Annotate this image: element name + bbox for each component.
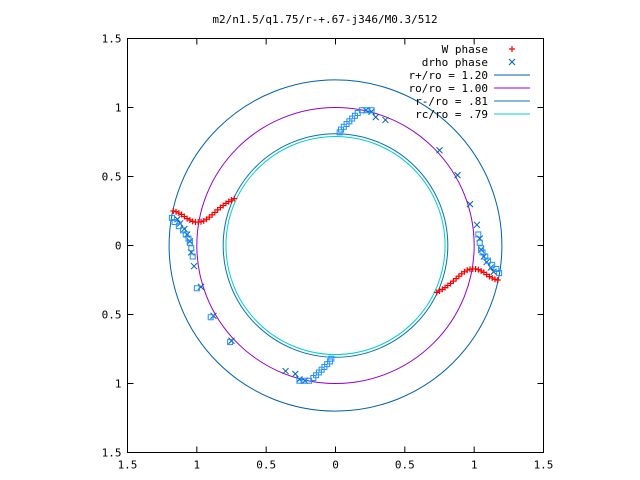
data-point <box>466 200 474 208</box>
data-point <box>227 339 234 346</box>
legend-label: r+/ro = 1.20 <box>409 69 488 82</box>
y-tick-label: 0.5 <box>102 171 122 184</box>
reference-circle <box>222 133 449 358</box>
data-point <box>475 231 482 238</box>
data-point <box>489 261 496 268</box>
data-point <box>186 216 193 223</box>
data-point <box>475 266 482 273</box>
data-point <box>478 268 485 275</box>
data-point <box>207 314 214 321</box>
data-point <box>282 367 289 375</box>
data-point <box>228 196 235 203</box>
x-tick-label: 1 <box>471 459 478 472</box>
data-point <box>489 274 496 281</box>
data-point <box>190 262 198 270</box>
legend-marker <box>508 58 516 66</box>
data-point <box>231 195 238 202</box>
data-point <box>479 249 486 256</box>
legend-label: r-/ro = .81 <box>415 95 488 108</box>
data-point <box>171 219 178 226</box>
data-point <box>189 218 196 225</box>
data-point <box>436 146 443 154</box>
x-tick-label: 1.5 <box>534 459 554 472</box>
y-tick-label: 0.5 <box>102 309 122 322</box>
data-point <box>493 265 500 272</box>
data-point <box>473 221 481 229</box>
data-point <box>478 245 485 252</box>
ticks-layer: 1.5 1 0.5 0 0.5 1 1.51.510.500.511.5 <box>102 33 554 472</box>
chart-title: m2/n1.5/q1.75/r-+.67-j346/M0.3/512 <box>212 13 437 26</box>
data-point <box>436 288 443 295</box>
data-point <box>186 239 193 246</box>
legend-label: drho phase <box>422 56 488 69</box>
data-point <box>454 171 461 179</box>
legend-label: rc/ro = .79 <box>415 108 488 121</box>
reference-circle <box>168 79 503 412</box>
data-point <box>175 223 182 230</box>
x-tick-label: 0 <box>332 459 339 472</box>
data-point <box>476 239 483 246</box>
y-tick-label: 1.5 <box>102 447 122 460</box>
data-point <box>368 107 375 114</box>
data-point <box>300 377 307 384</box>
data-point <box>364 107 371 114</box>
data-point <box>197 218 204 225</box>
y-tick-label: 1 <box>115 378 122 391</box>
data-point <box>382 116 389 124</box>
data-point <box>184 215 191 222</box>
data-point <box>189 253 196 260</box>
data-point <box>483 258 491 266</box>
x-tick-label: 0.5 <box>395 459 415 472</box>
y-tick-label: 1.5 <box>102 33 122 46</box>
data-point <box>467 266 474 273</box>
data-point <box>173 208 180 215</box>
data-point <box>170 208 177 214</box>
x-tick-label: 1 <box>194 459 201 472</box>
x-tick-label: 1.5 <box>118 459 138 472</box>
data-point <box>306 377 313 384</box>
y-tick-label: 1 <box>115 102 122 115</box>
data-point <box>188 245 195 252</box>
points-layer <box>168 106 503 385</box>
legend-label: W phase <box>442 43 488 56</box>
data-point <box>433 289 440 296</box>
data-point <box>175 210 182 217</box>
circles-layer <box>168 79 503 412</box>
data-point <box>185 235 192 242</box>
data-point <box>180 225 188 233</box>
data-point <box>296 377 303 384</box>
data-point <box>193 285 200 292</box>
x-tick-label: 0.5 <box>256 459 276 472</box>
data-point <box>372 113 380 121</box>
y-tick-label: 0 <box>115 240 122 253</box>
data-point <box>491 276 498 283</box>
reference-circle <box>225 135 446 356</box>
data-point <box>291 370 299 378</box>
data-point <box>494 277 501 283</box>
data-point <box>228 337 235 345</box>
legend-label: ro/ro = 1.00 <box>409 82 488 95</box>
reference-circle <box>196 107 475 384</box>
data-point <box>358 107 365 114</box>
legend-marker <box>509 46 515 52</box>
data-point <box>480 269 487 276</box>
